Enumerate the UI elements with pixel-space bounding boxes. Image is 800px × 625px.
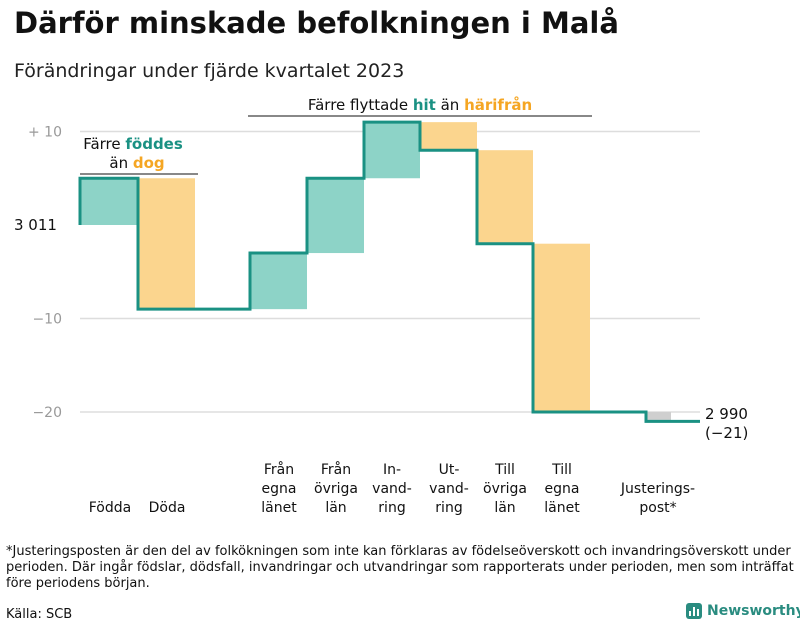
chart-subtitle: Förändringar under fjärde kvartalet 2023 bbox=[14, 60, 405, 82]
annotation-word-harifran: härifrån bbox=[464, 96, 532, 114]
x-category-label: Födda bbox=[89, 500, 131, 516]
bar-1 bbox=[81, 178, 138, 225]
annotation-word-hit: hit bbox=[413, 96, 436, 114]
source-label: Källa: SCB bbox=[6, 607, 73, 622]
end-value-label: 2 990 bbox=[705, 405, 748, 423]
x-category-label: övriga bbox=[483, 481, 527, 497]
annotation-word-fodda: föddes bbox=[125, 135, 182, 153]
annotation-migration: Färre flyttade hit än härifrån bbox=[308, 96, 532, 114]
bar-8 bbox=[533, 243, 590, 412]
newsworthy-logo: Newsworthy bbox=[686, 603, 800, 619]
x-category-label: länet bbox=[261, 500, 297, 516]
annotation-natural-line2: än dog bbox=[109, 154, 164, 172]
bar-4 bbox=[307, 178, 364, 254]
waterfall-chart: + 10 −10 −20 3 011 2 990(−21) Födda Döda Från eg… bbox=[14, 96, 748, 516]
x-category-label: Justerings- bbox=[620, 481, 695, 497]
cumulative-step-line bbox=[78, 120, 700, 423]
y-tick-label: + 10 bbox=[28, 125, 62, 141]
bar-chart-icon bbox=[686, 603, 702, 619]
bar-6 bbox=[420, 122, 477, 151]
bar-5 bbox=[364, 122, 420, 179]
annotation-word-dog: dog bbox=[133, 154, 165, 172]
annotation-natural-line1: Färre föddes bbox=[83, 135, 183, 153]
x-category-label: länet bbox=[544, 500, 580, 516]
x-category-label: Från bbox=[264, 461, 294, 478]
brand-name: Newsworthy bbox=[707, 603, 800, 619]
x-category-label: vand- bbox=[372, 481, 412, 497]
bar-2 bbox=[138, 178, 195, 310]
y-tick-label: −20 bbox=[32, 405, 62, 421]
x-category-label: Ut- bbox=[439, 462, 460, 478]
y-tick-label: −10 bbox=[32, 312, 62, 328]
x-category-label: egna bbox=[545, 481, 580, 497]
bar-9 bbox=[646, 412, 671, 422]
start-value-label: 3 011 bbox=[14, 216, 57, 234]
x-category-label: övriga bbox=[314, 481, 358, 497]
x-category-label: Till bbox=[551, 462, 572, 478]
chart-title: Därför minskade befolkningen i Malå bbox=[14, 6, 619, 40]
x-category-label: län bbox=[494, 500, 515, 516]
x-category-label: Döda bbox=[149, 500, 186, 516]
x-category-label: Till bbox=[494, 462, 515, 478]
x-category-label: In- bbox=[383, 462, 401, 478]
x-category-label: Från bbox=[321, 461, 351, 478]
x-category-label: ring bbox=[378, 500, 405, 516]
x-category-label: vand- bbox=[429, 481, 469, 497]
footnote: *Justeringsposten är den del av folkökni… bbox=[6, 544, 794, 591]
x-category-label: ring bbox=[435, 500, 462, 516]
bar-3 bbox=[250, 253, 307, 310]
end-change-label: (−21) bbox=[705, 424, 748, 442]
bar-7 bbox=[477, 150, 533, 244]
x-category-label: län bbox=[325, 500, 346, 516]
x-category-label: egna bbox=[262, 481, 297, 497]
x-category-label: post* bbox=[639, 500, 676, 516]
